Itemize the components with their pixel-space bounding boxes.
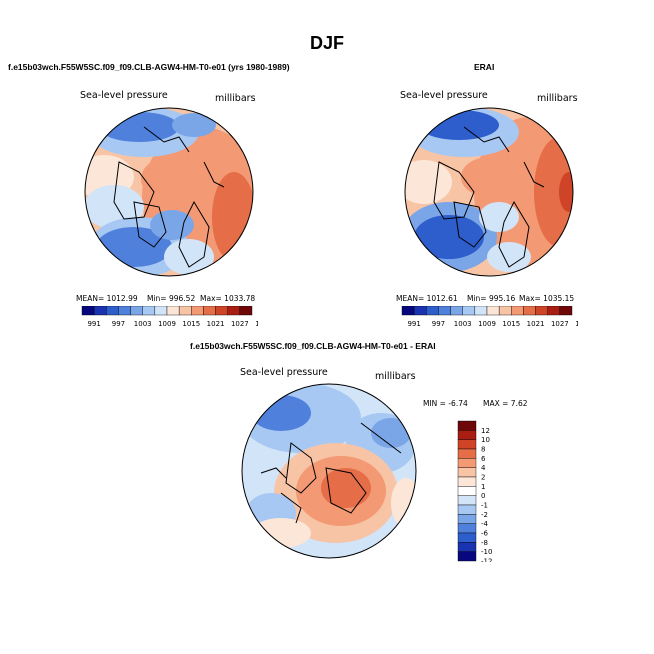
colorbar-swatch (81, 306, 95, 316)
colorbar-tick-label: 8 (481, 446, 485, 454)
colorbar-swatch (93, 306, 107, 316)
left-colorbar: 991 997 1003 1009 1015 1021 1027 1033 (81, 306, 258, 328)
colorbar-swatch (142, 306, 156, 316)
colorbar-tick-label: 997 (432, 320, 445, 328)
colorbar-swatch (474, 306, 488, 316)
colorbar-swatch (457, 439, 477, 450)
colorbar-swatch (457, 476, 477, 487)
right-panel-title: ERAI (474, 62, 495, 72)
colorbar-tick-label: 2 (481, 474, 485, 482)
season-title: DJF (309, 33, 344, 53)
colorbar-tick-label: 10 (481, 436, 490, 444)
colorbar-swatch (457, 532, 477, 543)
colorbar-swatch (239, 306, 253, 316)
colorbar-swatch (401, 306, 415, 316)
colorbar-swatch (178, 306, 192, 316)
colorbar-tick-label: 1033 (575, 320, 578, 328)
colorbar-tick-label: -1 (481, 502, 488, 510)
right-variable-label: Sea-level pressure (400, 90, 488, 101)
left-max: Max= 1033.78 (200, 294, 256, 303)
colorbar-tick-label: 0 (481, 492, 485, 500)
diff-map (241, 383, 417, 559)
colorbar-tick-label: 1027 (551, 320, 569, 328)
diff-variable-label: Sea-level pressure (240, 367, 328, 378)
colorbar-swatch (438, 306, 451, 316)
colorbar-swatch (523, 306, 536, 316)
colorbar-tick-label: -10 (481, 548, 492, 556)
colorbar-swatch (413, 306, 427, 316)
colorbar-tick-label: 1027 (231, 320, 249, 328)
colorbar-swatch (457, 448, 477, 459)
colorbar-tick-label: 1021 (207, 320, 225, 328)
colorbar-swatch (457, 514, 477, 524)
left-map (84, 107, 254, 277)
colorbar-tick-label: 1003 (454, 320, 472, 328)
colorbar-swatch (457, 504, 477, 515)
colorbar-swatch (166, 306, 180, 316)
colorbar-swatch (511, 306, 524, 316)
diff-min: MIN = -6.74 (423, 399, 468, 408)
colorbar-tick-label: -2 (481, 511, 488, 519)
colorbar-swatch (457, 486, 477, 496)
colorbar-swatch (118, 306, 131, 316)
colorbar-swatch (450, 306, 463, 316)
colorbar-swatch (106, 306, 119, 316)
colorbar-swatch (457, 542, 477, 552)
colorbar-tick-label: 1033 (255, 320, 258, 328)
right-mean: MEAN= 1012.61 (396, 294, 458, 303)
colorbar-tick-label: 4 (481, 464, 486, 472)
colorbar-swatch (191, 306, 204, 316)
colorbar-tick-label: -8 (481, 539, 488, 547)
left-min: Min= 996.52 (147, 294, 196, 303)
colorbar-tick-label: 991 (407, 320, 420, 328)
colorbar-tick-label: 1009 (478, 320, 496, 328)
colorbar-tick-label: 997 (112, 320, 125, 328)
right-units-label: millibars (537, 93, 578, 104)
colorbar-tick-label: 991 (87, 320, 100, 328)
colorbar-tick-label: 12 (481, 427, 490, 435)
colorbar-swatch (154, 306, 168, 316)
colorbar-tick-label: 6 (481, 455, 486, 463)
colorbar-tick-label: 1003 (134, 320, 152, 328)
colorbar-tick-label: -6 (481, 530, 489, 538)
left-units-label: millibars (215, 93, 256, 104)
diff-panel-title: f.e15b03wch.F55W5SC.f09_f09.CLB-AGW4-HM-… (190, 341, 436, 351)
colorbar-tick-label: 1009 (158, 320, 176, 328)
left-mean: MEAN= 1012.99 (76, 294, 138, 303)
colorbar-swatch (203, 306, 216, 316)
diff-units-label: millibars (375, 371, 416, 382)
colorbar-swatch (457, 458, 477, 468)
diff-max: MAX = 7.62 (483, 399, 528, 408)
colorbar-swatch (462, 306, 476, 316)
colorbar-swatch (215, 306, 228, 316)
colorbar-swatch (498, 306, 512, 316)
colorbar-tick-label: 1015 (182, 320, 200, 328)
colorbar-swatch (457, 523, 477, 534)
colorbar-tick-label: 1021 (527, 320, 545, 328)
colorbar-swatch (457, 495, 477, 506)
right-max: Max= 1035.15 (519, 294, 575, 303)
colorbar-swatch (457, 467, 477, 478)
colorbar-tick-label: 1015 (502, 320, 520, 328)
left-variable-label: Sea-level pressure (80, 90, 168, 101)
colorbar-swatch (426, 306, 439, 316)
colorbar-swatch (559, 306, 573, 316)
colorbar-swatch (486, 306, 500, 316)
colorbar-swatch (130, 306, 143, 316)
right-min: Min= 995.16 (467, 294, 516, 303)
colorbar-tick-label: -4 (481, 520, 489, 528)
right-map (404, 107, 574, 277)
colorbar-swatch (547, 306, 561, 316)
colorbar-tick-label: 1 (481, 483, 485, 491)
right-colorbar: 991 997 1003 1009 1015 1021 1027 1033 (401, 306, 578, 328)
colorbar-tick-label: -12 (481, 558, 492, 563)
colorbar-swatch (535, 306, 548, 316)
colorbar-swatch (227, 306, 241, 316)
colorbar-swatch (457, 420, 477, 431)
colorbar-swatch (457, 551, 477, 562)
left-panel-title: f.e15b03wch.F55W5SC.f09_f09.CLB-AGW4-HM-… (8, 62, 290, 72)
colorbar-swatch (457, 430, 477, 440)
